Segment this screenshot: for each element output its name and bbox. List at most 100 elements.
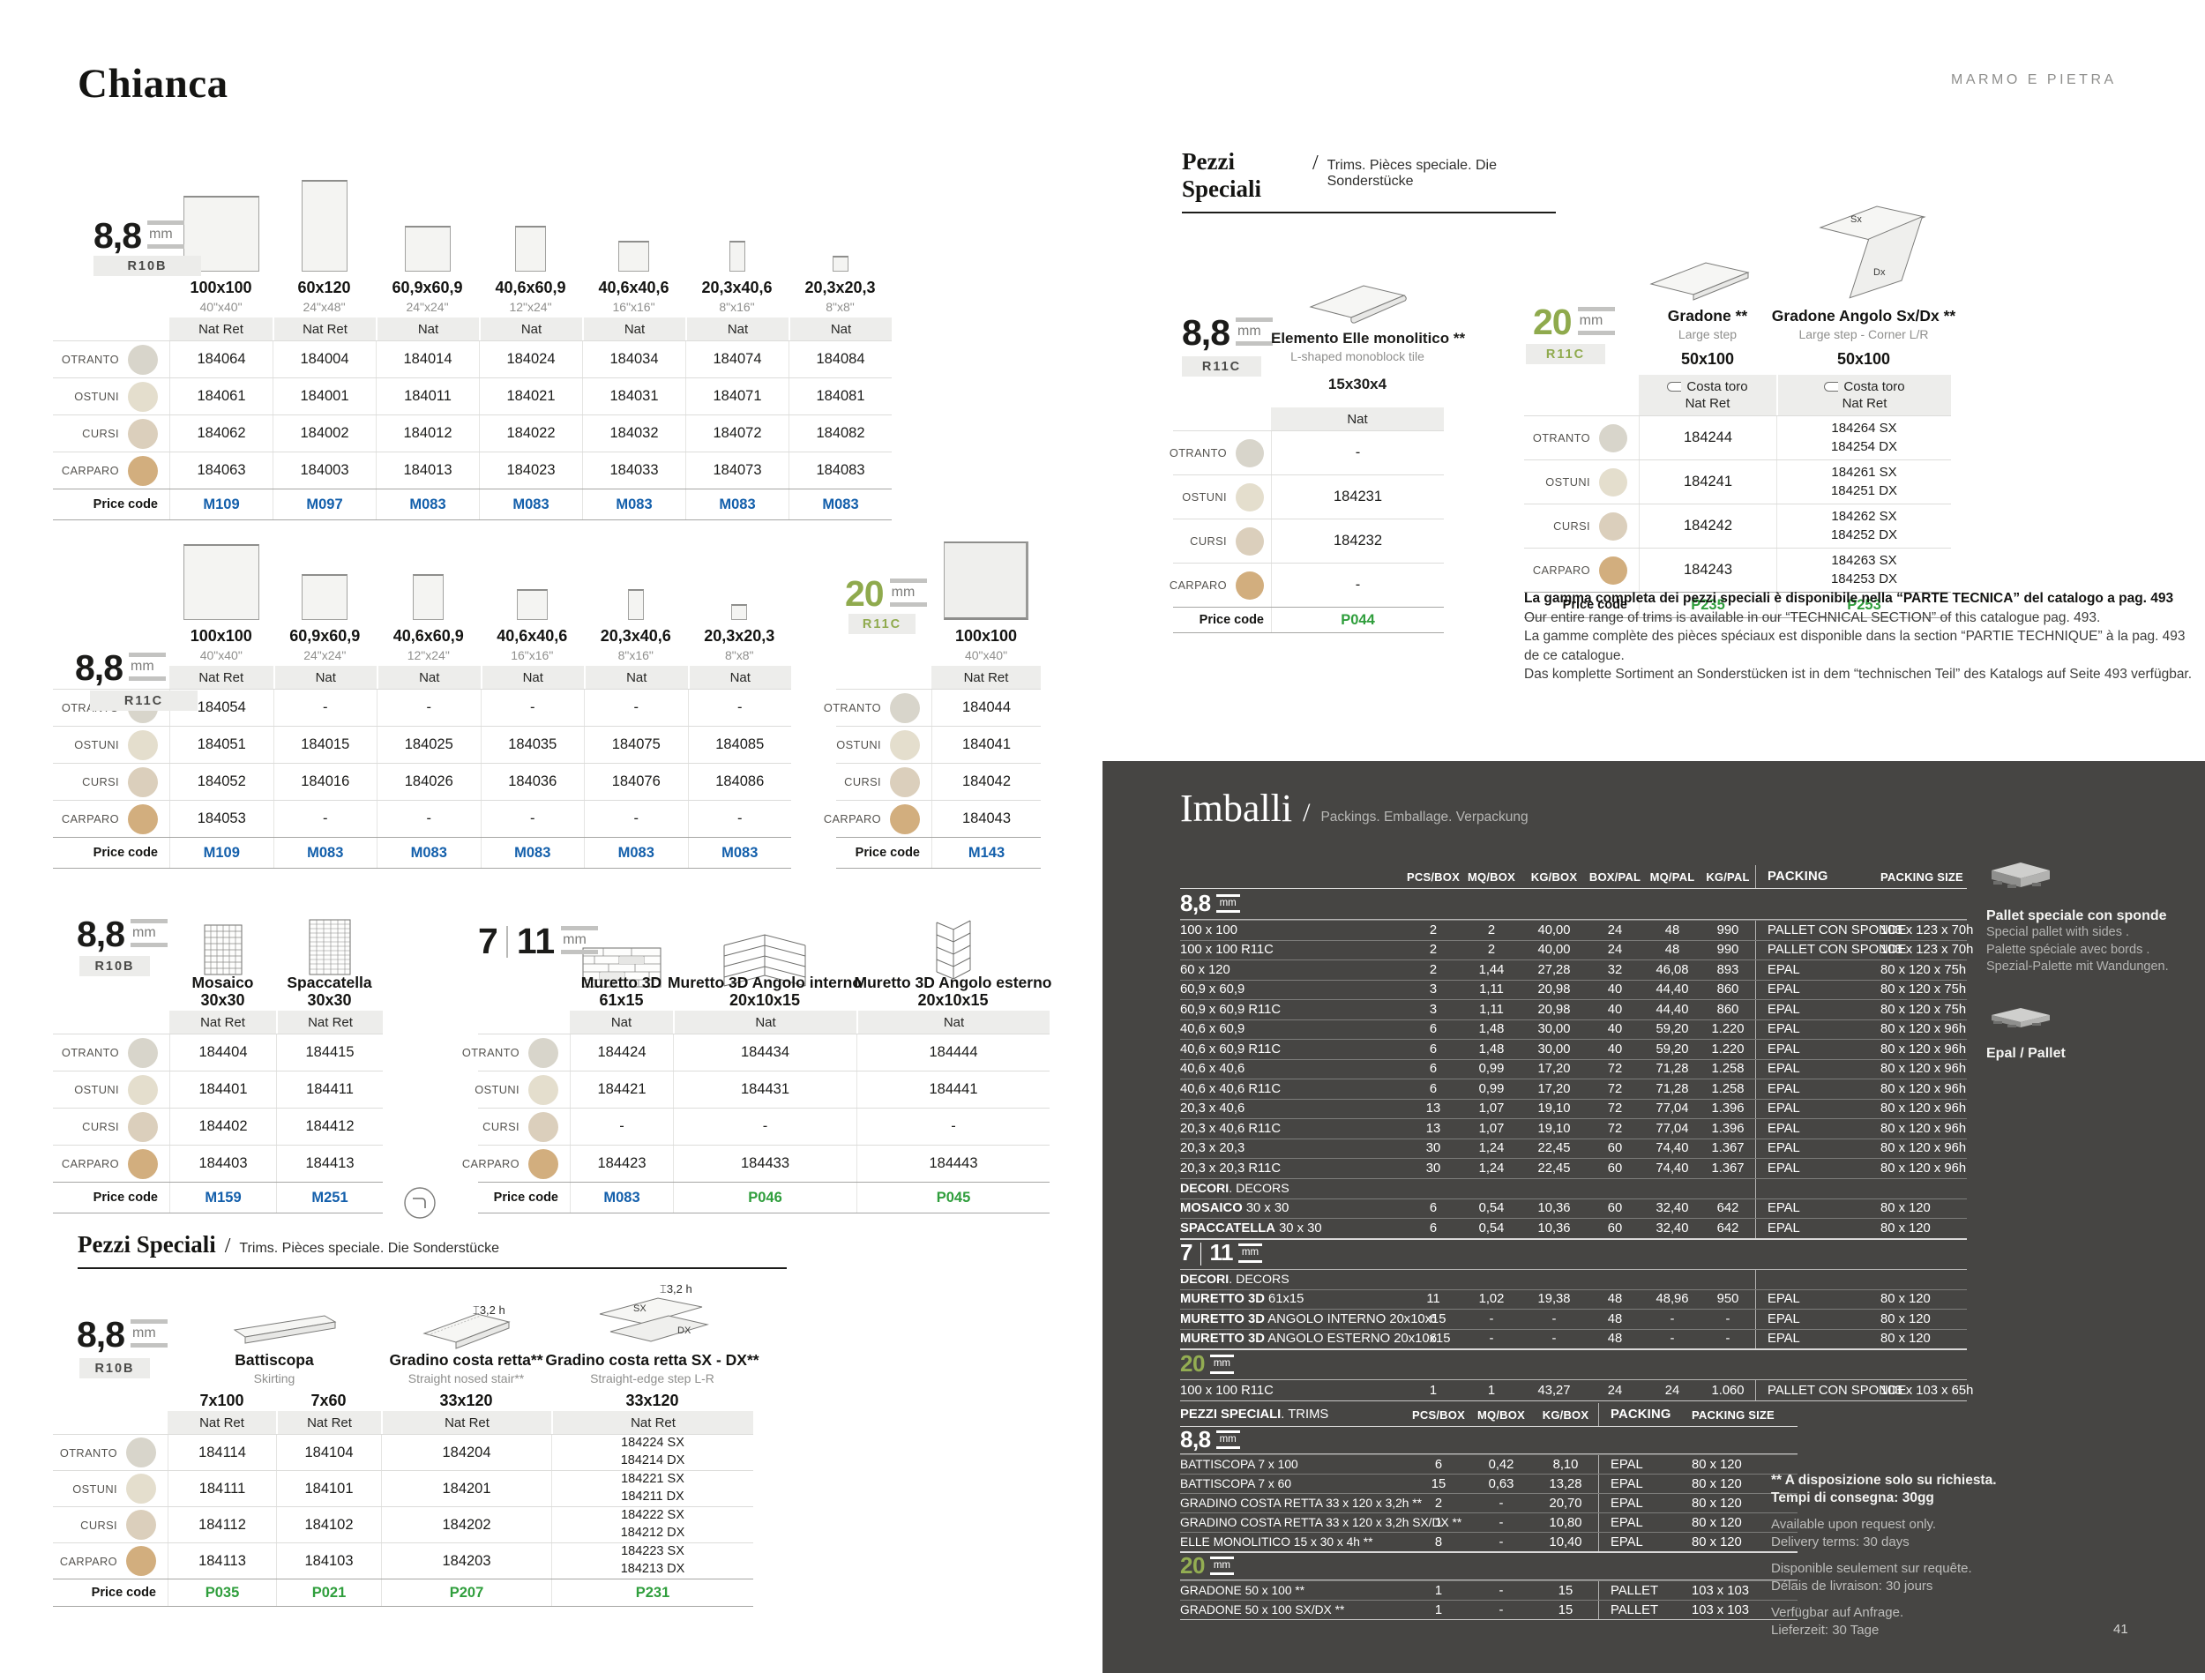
color-swatch bbox=[1599, 511, 1627, 541]
grip-badge-r11c: R11C bbox=[90, 691, 198, 711]
article-code: - bbox=[377, 801, 481, 837]
series-label: OTRANTO bbox=[462, 1037, 570, 1068]
group-header: Battiscopa Skirting bbox=[235, 1351, 314, 1386]
packing-row: 100 x 100 R11C 2 2 40,00 24 48 990 PALLET CO… bbox=[1180, 939, 1973, 959]
color-swatch bbox=[890, 766, 920, 797]
finish-label: Nat bbox=[273, 666, 377, 689]
article-code: 184404 bbox=[169, 1034, 276, 1071]
color-swatch bbox=[128, 1074, 158, 1105]
series-label: OTRANTO bbox=[53, 1037, 169, 1068]
grip-badge-r11c: R11C bbox=[1526, 344, 1605, 364]
article-code: - bbox=[584, 801, 688, 837]
finish-label: Nat Ret bbox=[273, 317, 376, 340]
article-code: 184434 bbox=[673, 1034, 856, 1071]
trims-packing-row: GRADONE 50 x 100 ** 1-15 PALLET 103 x 103 bbox=[1180, 1580, 1798, 1600]
table-88-r10b: 8,8 mm R10B 100x100 40"x40" 60x120 24"x48"… bbox=[53, 104, 892, 520]
color-swatch bbox=[126, 1510, 156, 1540]
series-label: CARPARO bbox=[462, 1148, 570, 1179]
tile-40x40 bbox=[618, 241, 649, 272]
article-code: 184402 bbox=[169, 1109, 276, 1145]
thickness-marker-20: 20 mm bbox=[845, 576, 927, 611]
mosaico-icon bbox=[204, 924, 242, 975]
series-label: CURSI bbox=[53, 418, 169, 449]
article-code: 184202 bbox=[381, 1507, 551, 1542]
finish-label: Nat Ret bbox=[381, 1411, 551, 1434]
tile-20x20 bbox=[731, 604, 748, 620]
tile-60x120 bbox=[301, 180, 348, 272]
group-header: Gradino costa retta** Straight nosed stai… bbox=[389, 1351, 543, 1386]
size-header: 33x120 bbox=[625, 1391, 679, 1409]
trims-table-header: PEZZI SPECIALI. TRIMS PCS/BOX MQ/BOX KG/… bbox=[1180, 1403, 1798, 1427]
article-code: 184035 bbox=[480, 727, 585, 763]
article-code: - bbox=[687, 801, 792, 837]
color-swatch bbox=[890, 692, 920, 723]
color-swatch bbox=[1599, 423, 1627, 452]
article-code: 184412 bbox=[276, 1109, 383, 1145]
article-code: 184022 bbox=[479, 415, 582, 452]
packing-row: 60,9 x 60,9 R11C 3 1,11 20,98 40 44,40 860 E… bbox=[1180, 999, 1967, 1019]
trim-title: Elemento Elle monolitico ** bbox=[1271, 330, 1466, 347]
article-code: 184064 bbox=[169, 341, 273, 377]
series-label: OSTUNI bbox=[1524, 467, 1639, 497]
series-label: CARPARO bbox=[53, 803, 169, 834]
article-code: - bbox=[1271, 564, 1444, 607]
article-code: - bbox=[273, 801, 377, 837]
packing-row: 100 x 100 2 2 40,00 24 48 990 PALLET CON SPO… bbox=[1180, 920, 1973, 940]
article-code: 184072 bbox=[685, 415, 789, 452]
article-code: 184074 bbox=[685, 341, 789, 377]
color-swatch bbox=[890, 729, 920, 760]
color-swatch bbox=[1236, 526, 1264, 556]
thickness-marker-88: 8,8 mm bbox=[77, 916, 168, 952]
grip-badge-r11c: R11C bbox=[848, 614, 916, 634]
article-code: 184032 bbox=[582, 415, 685, 452]
price-code: P044 bbox=[1271, 608, 1444, 632]
series-label: OSTUNI bbox=[53, 1474, 168, 1504]
spaccatella-icon bbox=[309, 919, 350, 975]
color-swatch bbox=[1236, 571, 1264, 600]
bullnose-icon bbox=[1824, 381, 1839, 392]
grip-badge-r10b: R10B bbox=[93, 256, 201, 276]
article-code: 184075 bbox=[584, 727, 688, 763]
finish-label: Costa toro Nat Ret bbox=[1776, 375, 1951, 415]
packing-row: MURETTO 3D 61x15 11 1,02 19,38 48 48,96 950 … bbox=[1180, 1288, 1967, 1309]
packing-table: PCS/BOX MQ/BOX KG/BOX BOX/PAL MQ/PAL KG/… bbox=[1180, 865, 1973, 1401]
article-code: 184431 bbox=[673, 1071, 856, 1108]
finish-label: Nat Ret bbox=[551, 1411, 753, 1434]
tile-40x60 bbox=[515, 226, 546, 272]
article-code: 184111 bbox=[168, 1471, 276, 1506]
tile-100x100 bbox=[183, 544, 259, 620]
article-code: 184033 bbox=[582, 452, 685, 489]
article-code: 184204 bbox=[381, 1435, 551, 1470]
price-code: M251 bbox=[276, 1183, 383, 1213]
article-code: 184201 bbox=[381, 1471, 551, 1506]
table-row: CURSI 184232 bbox=[1173, 519, 1444, 563]
tile-thumbnails bbox=[836, 540, 1041, 620]
table-row: CARPARO 184423 184433 184443 bbox=[462, 1145, 1050, 1182]
table-row: OSTUNI 184401 184411 bbox=[53, 1071, 383, 1108]
packing-row: 60,9 x 60,9 3 1,11 20,98 40 44,40 860 EPAL 80… bbox=[1180, 979, 1967, 999]
article-code: 184103 bbox=[276, 1543, 381, 1579]
finish-label: Nat bbox=[376, 317, 479, 340]
gradino-sxdx-icon: SX DX bbox=[599, 1297, 709, 1342]
color-swatch bbox=[128, 418, 158, 449]
table-row: CURSI 184052 184016 184026 184036 184076… bbox=[53, 763, 791, 800]
col-header: Gradone ** Large step 50x100 bbox=[1667, 307, 1748, 369]
article-code: 184001 bbox=[273, 378, 376, 414]
finish-label: Nat bbox=[687, 666, 791, 689]
group-header: Gradino costa retta SX - DX** Straight-ed… bbox=[545, 1351, 759, 1386]
color-swatch bbox=[528, 1074, 558, 1105]
article-code: 184003 bbox=[273, 452, 376, 489]
price-code: M109 bbox=[169, 838, 273, 868]
article-code: - bbox=[377, 690, 481, 726]
tile-40x40 bbox=[516, 589, 548, 620]
article-code: 184112 bbox=[168, 1507, 276, 1542]
step-height-note: ⌶3,2 h bbox=[660, 1282, 692, 1295]
article-code: 184076 bbox=[584, 764, 688, 800]
table-row: OSTUNI 184061 184001 184011 184021 18403… bbox=[53, 377, 892, 414]
article-code: 184062 bbox=[169, 415, 273, 452]
table-row: OSTUNI 184041 bbox=[836, 726, 1041, 763]
packing-row: MOSAICO 30 x 30 6 0,54 10,36 60 32,40 642 EP… bbox=[1180, 1198, 1967, 1218]
col-header: 100x100 40"x40" bbox=[190, 627, 252, 662]
article-code-sxdx: 184222 SX 184212 DX bbox=[551, 1507, 753, 1542]
